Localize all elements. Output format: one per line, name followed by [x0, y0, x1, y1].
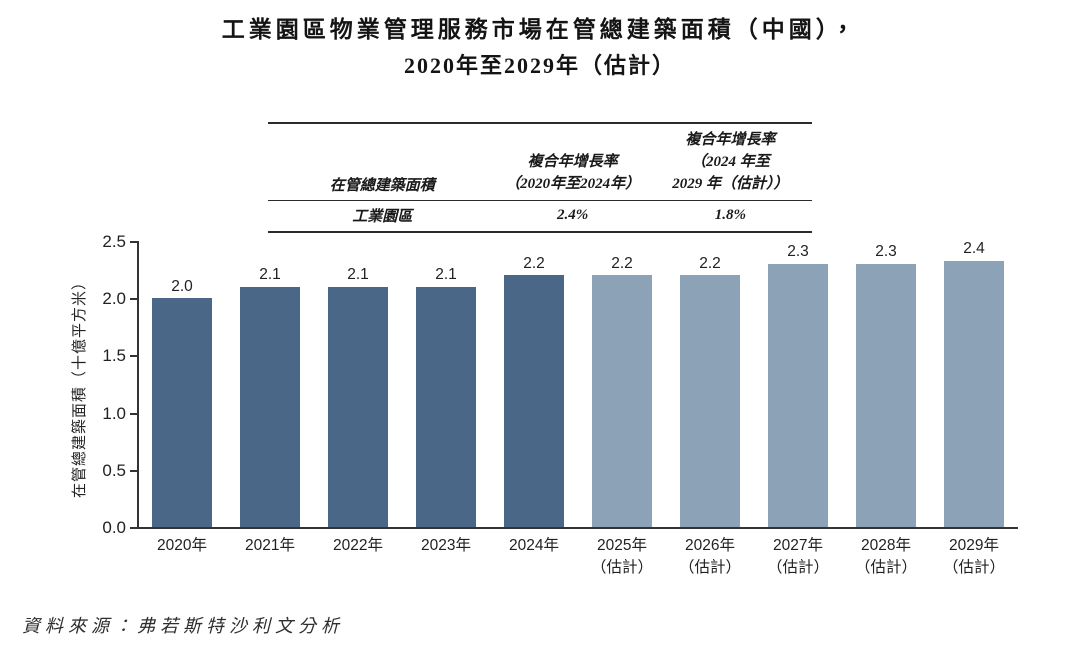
bar-value-label: 2.2	[611, 254, 633, 272]
bar-value-label: 2.3	[787, 243, 809, 261]
cagr-header-2020-2024-line1: 複合年增長率	[527, 153, 618, 170]
y-tick-label: 0.0	[102, 518, 126, 537]
x-label-year: 2022年	[333, 537, 383, 554]
bar-column-2029年: 2.4	[930, 241, 1018, 527]
x-axis-label-2029年: 2029年 （估計）	[930, 535, 1018, 578]
y-tick-mark	[130, 241, 137, 243]
bar-column-2027年: 2.3	[754, 241, 842, 527]
y-tick-label: 2.0	[102, 289, 126, 309]
x-label-estimate-note: （估計）	[854, 558, 917, 576]
y-tick-mark	[130, 355, 137, 358]
bar-column-2022年: 2.1	[314, 241, 402, 527]
x-axis-line	[137, 527, 1018, 529]
bar-value-label: 2.1	[435, 266, 457, 284]
bar-column-2023年: 2.1	[402, 241, 490, 527]
bar-2027年	[768, 263, 828, 527]
cagr-row-label: 工業園區	[352, 209, 413, 226]
y-tick-label: 1.0	[102, 403, 126, 423]
x-label-estimate-note: （估計）	[590, 558, 653, 576]
x-label-year: 2023年	[421, 537, 471, 554]
bar-column-2025年: 2.2	[578, 241, 666, 527]
bar-2020年	[152, 298, 212, 527]
cagr-value-2020-2024: 2.4%	[557, 207, 589, 224]
y-axis-title: 在管總建築面積（十億平方米）	[71, 274, 88, 499]
bar-value-label: 2.2	[699, 254, 721, 272]
x-label-estimate-note: （估計）	[678, 558, 741, 576]
bar-value-label: 2.2	[523, 254, 545, 272]
y-tick-label: 2.5	[102, 232, 126, 251]
x-label-estimate-note: （估計）	[766, 558, 829, 576]
bar-2026年	[680, 275, 740, 527]
cagr-header-2024-2029-line2: （2024 年至	[690, 153, 770, 170]
x-label-year: 2024年	[509, 537, 559, 554]
bar-value-label: 2.3	[875, 243, 897, 261]
x-label-year: 2026年	[685, 537, 735, 554]
x-axis-label-2024年: 2024年	[490, 535, 578, 578]
x-label-estimate-note: （估計）	[942, 558, 1005, 576]
bar-column-2021年: 2.1	[226, 241, 314, 527]
bar-2024年	[504, 275, 564, 527]
cagr-header-2024-2029-line1: 複合年增長率	[685, 132, 776, 148]
x-axis-label-2026年: 2026年 （估計）	[666, 535, 754, 578]
cagr-header-2020-2024-line2: （2020年至2024年）	[505, 175, 641, 192]
bar-value-label: 2.1	[347, 266, 369, 284]
x-axis-label-2020年: 2020年	[138, 535, 226, 578]
bar-column-2020年: 2.0	[138, 241, 226, 527]
y-tick-mark	[130, 412, 137, 415]
bar-value-label: 2.0	[171, 277, 193, 295]
bar-value-label: 2.4	[963, 240, 985, 257]
bar-value-label: 2.1	[259, 266, 281, 284]
bar-column-2028年: 2.3	[842, 241, 930, 527]
bar-column-2024年: 2.2	[490, 241, 578, 527]
cagr-header-2024-2029-line3: 2029 年（估計））	[672, 175, 789, 192]
chart-title-line2: 2020年至2029年（估計）	[403, 53, 676, 78]
bar-2023年	[416, 286, 476, 527]
y-axis-line	[137, 241, 139, 529]
bar-2028年	[856, 263, 916, 527]
x-label-year: 2028年	[861, 537, 911, 554]
x-label-year: 2020年	[157, 537, 207, 554]
y-tick-mark	[130, 527, 137, 529]
cagr-table-data-row: 工業園區 2.4% 1.8%	[268, 201, 812, 234]
x-axis-label-2023年: 2023年	[402, 535, 490, 578]
y-tick-mark	[130, 298, 137, 301]
cagr-table-header-gfa: 在管總建築面積	[329, 178, 435, 195]
cagr-summary-table: 在管總建築面積 複合年增長率 （2020年至2024年） 複合年增長率 （202…	[268, 122, 812, 234]
bar-chart-plot-area: 2.0 2.1 2.1 2.1 2.2 2.2 2.2 2.3 2.3 2.4	[138, 241, 1018, 527]
bar-2029年	[944, 260, 1004, 527]
cagr-value-2024-2029: 1.8%	[714, 207, 746, 224]
bar-2022年	[328, 286, 388, 527]
x-axis-label-2028年: 2028年 （估計）	[842, 535, 930, 578]
bar-2021年	[240, 286, 300, 527]
x-label-year: 2025年	[597, 537, 647, 554]
x-label-year: 2021年	[245, 537, 295, 554]
x-label-year: 2029年	[949, 537, 999, 554]
x-axis-label-2021年: 2021年	[226, 535, 314, 578]
x-axis-label-2022年: 2022年	[314, 535, 402, 578]
x-axis-labels: 2020年 2021年 2022年 2023年 2024年 2025年 （估計） 2026年 （…	[138, 535, 1018, 578]
x-axis-label-2027年: 2027年 （估計）	[754, 535, 842, 578]
cagr-table-header-2020-2024: 複合年增長率 （2020年至2024年）	[496, 152, 648, 196]
x-axis-label-2025年: 2025年 （估計）	[578, 535, 666, 578]
y-tick-mark	[130, 469, 137, 472]
bar-column-2026年: 2.2	[666, 241, 754, 527]
x-label-year: 2027年	[773, 537, 823, 554]
bar-2025年	[592, 275, 652, 527]
source-attribution: 資料來源：弗若斯特沙利文分析	[22, 616, 344, 636]
y-tick-label: 0.5	[102, 460, 126, 480]
cagr-table-header-2024-2029: 複合年增長率 （2024 年至 2029 年（估計））	[649, 130, 812, 195]
chart-title-line1: 工業園區物業管理服務市場在管總建築面積（中國），	[221, 17, 859, 42]
y-tick-label: 1.5	[102, 346, 126, 366]
cagr-table-header-row: 在管總建築面積 複合年增長率 （2020年至2024年） 複合年增長率 （202…	[268, 124, 812, 202]
